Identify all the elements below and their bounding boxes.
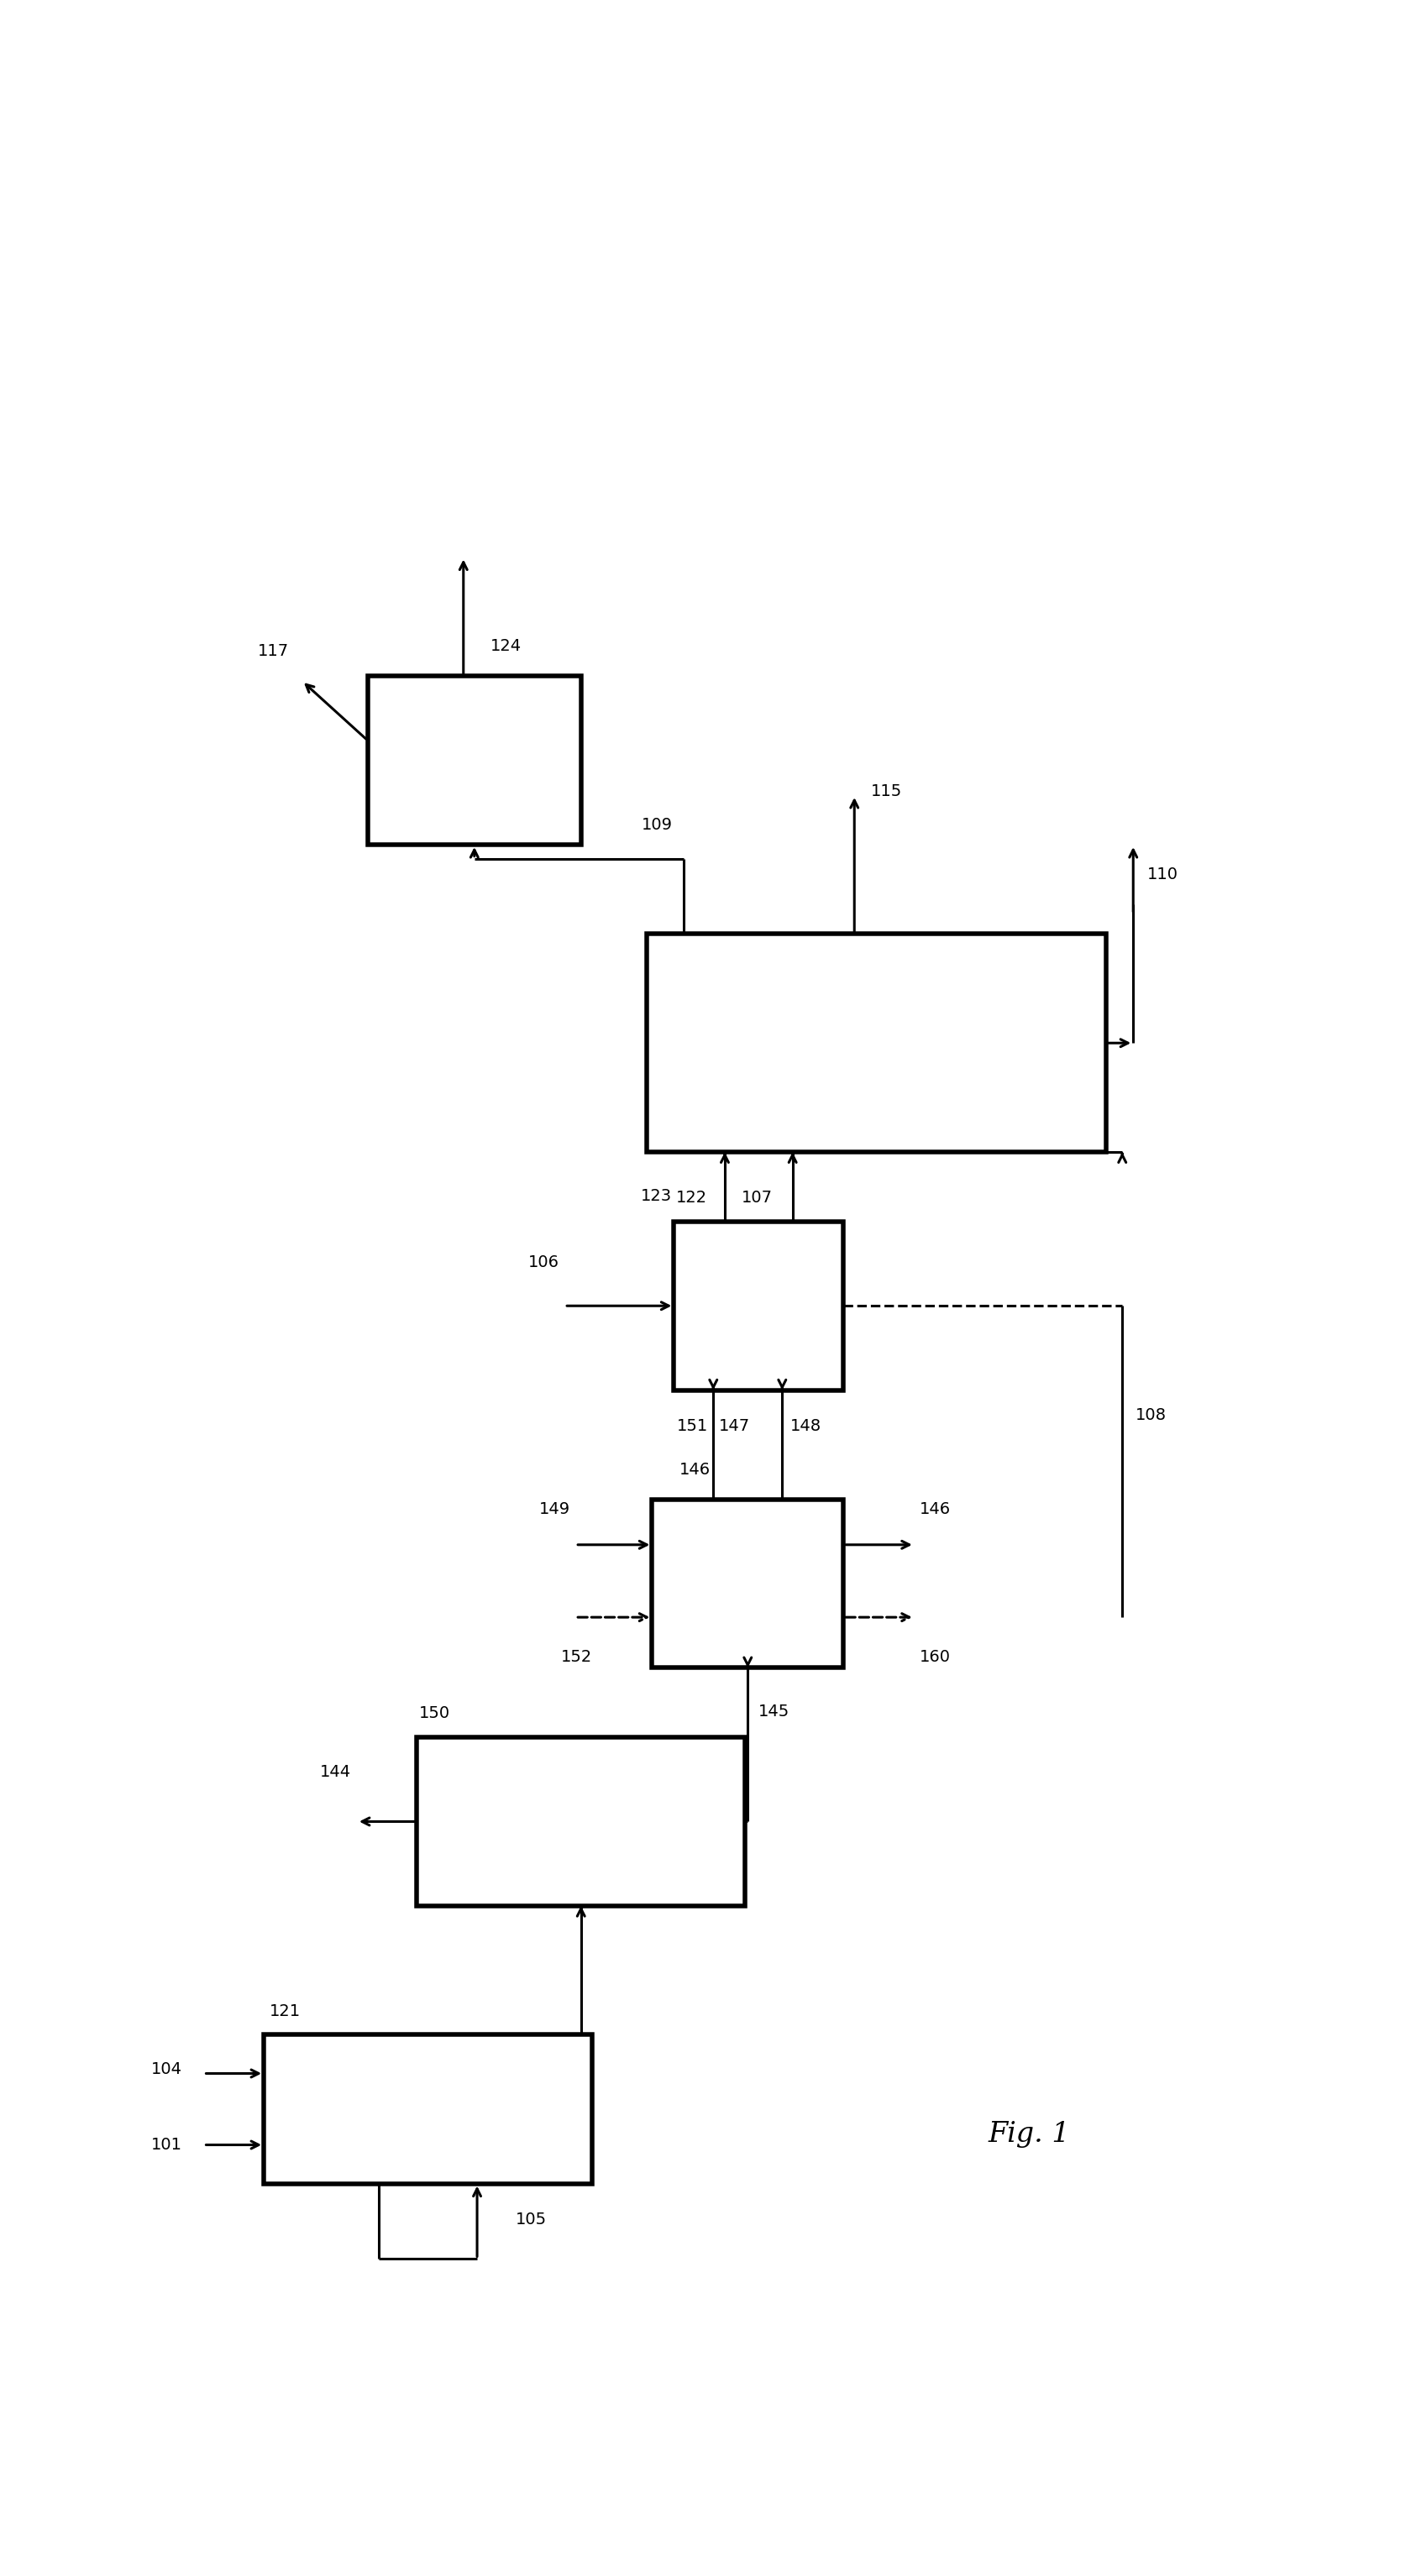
Text: 124: 124: [491, 639, 522, 654]
Bar: [264, 2035, 593, 2184]
Text: 146: 146: [920, 1502, 951, 1517]
Text: 106: 106: [528, 1255, 559, 1270]
Text: 123: 123: [641, 1188, 672, 1203]
Text: 109: 109: [642, 817, 673, 832]
Text: Fig. 1: Fig. 1: [988, 2120, 1071, 2148]
Text: 160: 160: [920, 1649, 951, 1664]
Text: 104: 104: [151, 2061, 182, 2076]
Text: 105: 105: [515, 2210, 546, 2228]
Bar: [418, 1736, 745, 1906]
Text: 101: 101: [151, 2138, 182, 2154]
Text: 117: 117: [258, 644, 289, 659]
Bar: [646, 935, 1106, 1151]
Text: 151: 151: [676, 1417, 708, 1435]
Text: 144: 144: [320, 1765, 351, 1780]
Text: 107: 107: [742, 1190, 773, 1206]
Text: 122: 122: [676, 1190, 707, 1206]
Text: 115: 115: [871, 783, 902, 799]
Text: 146: 146: [679, 1461, 710, 1479]
Text: 147: 147: [718, 1417, 749, 1435]
Text: 110: 110: [1147, 866, 1178, 884]
Bar: [652, 1499, 844, 1667]
Text: 121: 121: [270, 2004, 301, 2020]
Text: 148: 148: [790, 1417, 821, 1435]
Text: 150: 150: [419, 1705, 450, 1721]
Text: 108: 108: [1136, 1406, 1167, 1422]
Bar: [674, 1221, 844, 1391]
Bar: [368, 675, 581, 845]
Text: 145: 145: [759, 1703, 790, 1718]
Text: 152: 152: [560, 1649, 593, 1664]
Text: 149: 149: [539, 1502, 570, 1517]
